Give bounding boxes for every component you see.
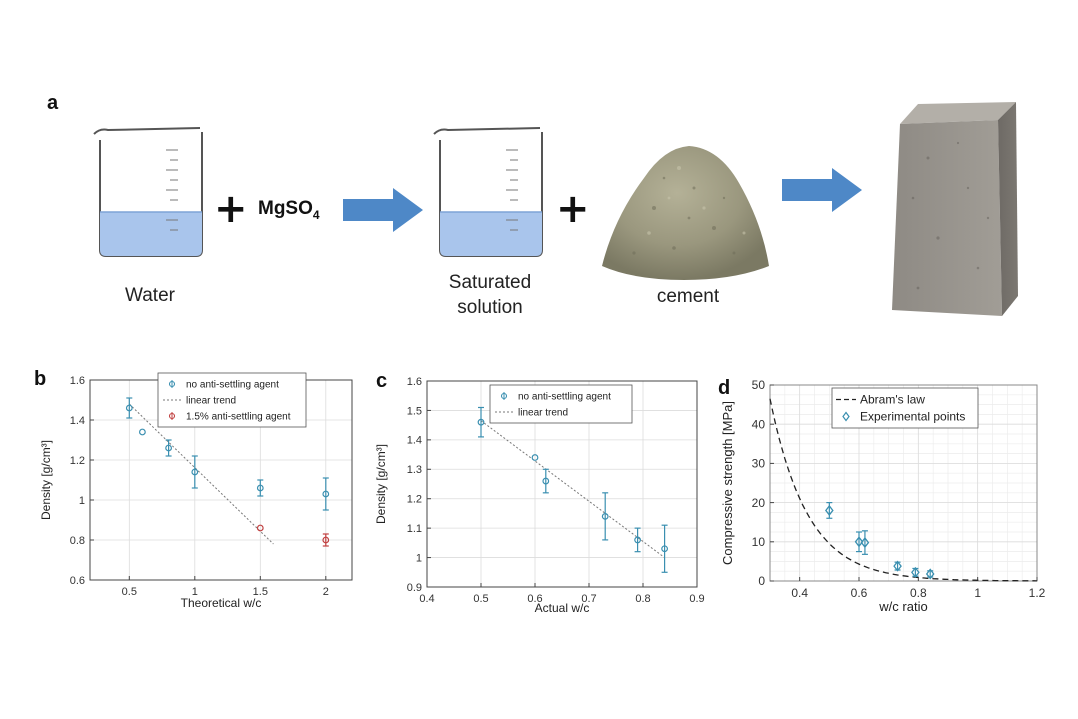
legend-label: linear trend — [186, 396, 236, 407]
data-point — [531, 454, 539, 461]
data-point — [256, 524, 264, 532]
saturated-solution-label: Saturated solution — [448, 272, 532, 318]
legend-label: no anti-settling agent — [518, 392, 611, 403]
solution-beaker-icon — [433, 127, 543, 257]
x-axis-label: Actual w/c — [535, 601, 590, 615]
data-point — [854, 536, 864, 548]
x-tick-label: 0.6 — [851, 586, 868, 600]
x-tick-label: 0.8 — [635, 593, 650, 605]
data-point — [191, 468, 199, 476]
legend-label: 1.5% anti-settling agent — [186, 412, 291, 423]
x-tick-label: 1.5 — [253, 586, 268, 598]
y-tick-label: 0 — [758, 574, 765, 588]
panel-letter-b: b — [34, 368, 46, 390]
panel-letter-c: c — [376, 370, 387, 392]
legend-marker — [168, 380, 176, 388]
linear-trend-line — [128, 403, 274, 545]
plus-sign-2: + — [556, 186, 590, 232]
panel-letter-d: d — [718, 377, 730, 399]
data-point — [322, 490, 330, 498]
x-axis-label: w/c ratio — [878, 599, 927, 614]
data-point — [477, 418, 485, 426]
x-tick-label: 0.4 — [419, 593, 434, 605]
y-tick-label: 20 — [752, 496, 766, 510]
data-point — [860, 537, 870, 549]
plus-sign-1: + — [214, 186, 248, 232]
y-axis-label: Compressive strength [MPa] — [720, 401, 735, 565]
y-tick-label: 1 — [79, 495, 85, 507]
legend-box — [489, 384, 633, 424]
data-point — [634, 536, 642, 544]
y-tick-label: 0.6 — [70, 575, 85, 587]
data-point — [601, 512, 609, 520]
y-tick-label: 1.2 — [70, 455, 85, 467]
mgso4-formula: MgSO4 — [258, 198, 320, 222]
y-tick-label: 1 — [416, 552, 422, 564]
density-vs-actual-wc-chart: c 0.4 0.5 0.6 0.7 0.8 0.9 0.9 1 1.1 1.2 1.3 1.4 1.5 1.… — [374, 370, 705, 615]
concrete-block-icon — [892, 102, 1018, 316]
legend-label: no anti-settling agent — [186, 380, 279, 391]
x-tick-label: 0.5 — [473, 593, 488, 605]
legend-label: linear trend — [518, 408, 568, 419]
x-tick-label: 0.5 — [122, 586, 137, 598]
legend-marker — [842, 411, 850, 422]
x-tick-label: 0.9 — [689, 593, 704, 605]
y-axis-label: Density [g/cm³] — [374, 444, 388, 524]
abrams-law-curve — [769, 398, 1038, 582]
x-axis-label: Theoretical w/c — [181, 596, 262, 610]
y-tick-label: 1.6 — [70, 375, 85, 387]
water-beaker-icon — [93, 127, 203, 257]
density-vs-theoretical-wc-chart: b 0.5 1 1.5 2 0.6 0.8 1 1.2 1.4 1.6 Theoretical w/c… — [34, 368, 353, 610]
legend-label: Experimental points — [860, 410, 965, 424]
y-axis-label: Density [g/cm³] — [39, 440, 53, 520]
y-tick-label: 1.5 — [407, 405, 422, 417]
data-point — [165, 444, 173, 452]
x-tick-label: 2 — [323, 586, 329, 598]
data-point — [911, 566, 920, 578]
y-tick-label: 0.9 — [407, 582, 422, 594]
data-point — [893, 560, 902, 572]
data-point — [925, 568, 935, 580]
data-point — [138, 428, 146, 436]
legend-marker — [168, 412, 176, 420]
x-tick-label: 1.2 — [1029, 586, 1046, 600]
water-label: Water — [125, 285, 175, 306]
data-point — [125, 404, 133, 412]
y-tick-label: 1.3 — [407, 464, 422, 476]
y-tick-label: 30 — [752, 457, 766, 471]
x-tick-label: 0.7 — [581, 593, 596, 605]
legend-marker — [500, 392, 508, 400]
data-point — [542, 477, 550, 485]
x-tick-label: 0.6 — [527, 593, 542, 605]
y-tick-label: 1.4 — [407, 435, 422, 447]
y-tick-label: 10 — [752, 535, 766, 549]
panel-letter-a: a — [47, 92, 59, 114]
cement-label: cement — [656, 286, 720, 307]
x-tick-label: 0.8 — [910, 586, 927, 600]
compressive-strength-vs-wc-chart: d 0.4 0.6 0.8 1 1.2 0 10 20 30 40 50 w/c ratio Compre… — [718, 377, 1046, 614]
y-tick-label: 40 — [752, 417, 766, 431]
y-tick-label: 1.2 — [407, 494, 422, 506]
legend-box — [831, 387, 979, 429]
data-point — [661, 545, 669, 553]
data-point — [825, 504, 834, 516]
y-tick-label: 1.1 — [407, 523, 422, 535]
y-tick-label: 0.8 — [70, 535, 85, 547]
x-tick-label: 1 — [192, 586, 198, 598]
plot-frame — [426, 380, 698, 588]
x-tick-label: 1 — [974, 586, 981, 600]
plot-frame — [769, 384, 1038, 582]
legend-box — [157, 372, 307, 428]
data-point — [256, 484, 264, 492]
x-tick-label: 0.4 — [791, 586, 808, 600]
y-tick-label: 1.4 — [70, 415, 85, 427]
data-point — [322, 536, 330, 544]
arrow-right-icon-2 — [782, 168, 862, 212]
legend-label: Abram's law — [860, 393, 925, 407]
arrow-right-icon-1 — [343, 188, 423, 232]
y-tick-label: 1.6 — [407, 376, 422, 388]
cement-powder-icon — [602, 146, 769, 280]
y-tick-label: 50 — [752, 378, 766, 392]
